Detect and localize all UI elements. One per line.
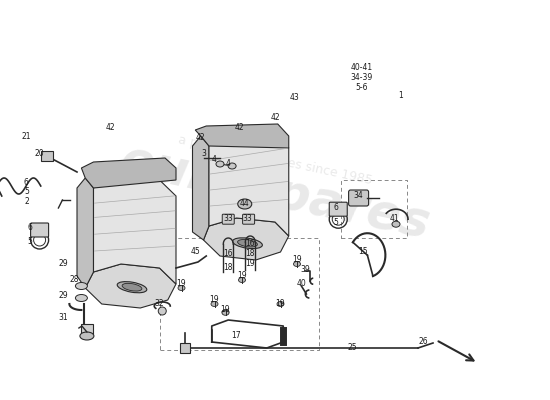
Polygon shape [85, 264, 176, 308]
Text: 42: 42 [270, 114, 280, 122]
Ellipse shape [216, 161, 224, 167]
Ellipse shape [233, 238, 262, 248]
Ellipse shape [238, 199, 252, 209]
Text: 19: 19 [276, 300, 285, 308]
Polygon shape [94, 176, 176, 284]
Ellipse shape [277, 302, 284, 306]
Text: 34-39: 34-39 [351, 74, 373, 82]
Ellipse shape [178, 286, 185, 290]
Text: 1: 1 [398, 92, 403, 100]
Text: 5: 5 [28, 238, 32, 246]
Text: 6: 6 [24, 178, 29, 186]
FancyBboxPatch shape [349, 190, 368, 206]
Text: 43: 43 [289, 94, 299, 102]
Text: 19: 19 [221, 306, 230, 314]
Text: 44: 44 [240, 200, 250, 208]
Ellipse shape [238, 240, 257, 247]
Text: 42: 42 [105, 124, 115, 132]
Polygon shape [204, 218, 289, 260]
Text: 29: 29 [58, 292, 68, 300]
FancyBboxPatch shape [180, 343, 190, 353]
Text: 29: 29 [58, 260, 68, 268]
Text: 3: 3 [201, 150, 206, 158]
Ellipse shape [228, 163, 236, 169]
FancyBboxPatch shape [41, 151, 53, 161]
Ellipse shape [222, 310, 229, 314]
Ellipse shape [80, 332, 94, 340]
Ellipse shape [392, 221, 400, 227]
Text: 31: 31 [58, 314, 68, 322]
Text: 45: 45 [190, 248, 200, 256]
Text: 33: 33 [223, 214, 233, 222]
Text: 4: 4 [212, 156, 217, 164]
Text: 34: 34 [354, 192, 364, 200]
Polygon shape [195, 124, 289, 148]
FancyBboxPatch shape [81, 324, 93, 334]
FancyBboxPatch shape [243, 214, 255, 224]
Polygon shape [192, 136, 209, 240]
Text: 6: 6 [28, 224, 32, 232]
Polygon shape [209, 128, 289, 236]
Text: eurospares: eurospares [116, 136, 435, 248]
Text: 16: 16 [245, 240, 255, 248]
Text: 19: 19 [210, 296, 219, 304]
Text: 40: 40 [296, 280, 306, 288]
Text: 32: 32 [155, 300, 164, 308]
FancyBboxPatch shape [222, 214, 234, 224]
FancyBboxPatch shape [31, 223, 48, 237]
Ellipse shape [211, 302, 218, 306]
Text: a passion for spares since 1985: a passion for spares since 1985 [177, 133, 373, 187]
Text: 19: 19 [237, 272, 247, 280]
Text: 28: 28 [69, 276, 79, 284]
Text: 5: 5 [333, 218, 338, 226]
Ellipse shape [117, 282, 147, 293]
Text: 42: 42 [234, 124, 244, 132]
Text: 15: 15 [358, 248, 368, 256]
Text: 40-41: 40-41 [351, 64, 373, 72]
Text: 4: 4 [226, 160, 230, 168]
Text: 25: 25 [347, 344, 357, 352]
Text: 16: 16 [223, 250, 233, 258]
Circle shape [158, 307, 166, 315]
Text: 26: 26 [419, 338, 428, 346]
Polygon shape [81, 158, 176, 188]
FancyBboxPatch shape [329, 202, 347, 216]
Text: 6: 6 [333, 204, 338, 212]
Text: 18: 18 [245, 250, 255, 258]
Text: 41: 41 [390, 214, 400, 222]
Ellipse shape [75, 294, 87, 302]
Text: 19: 19 [292, 256, 302, 264]
Text: 20: 20 [35, 150, 45, 158]
Text: 5-6: 5-6 [356, 84, 368, 92]
Text: 17: 17 [232, 332, 241, 340]
Text: 33: 33 [243, 214, 252, 222]
Ellipse shape [239, 278, 245, 282]
Text: 2: 2 [24, 198, 29, 206]
Ellipse shape [75, 282, 87, 290]
Text: 42: 42 [196, 134, 206, 142]
Text: 21: 21 [21, 132, 31, 140]
Text: 39: 39 [300, 266, 310, 274]
Ellipse shape [122, 283, 142, 291]
Text: 19: 19 [177, 280, 186, 288]
Ellipse shape [294, 262, 300, 266]
Text: 19: 19 [245, 260, 255, 268]
Text: 5: 5 [24, 188, 29, 196]
Ellipse shape [222, 310, 229, 315]
Text: 18: 18 [223, 264, 233, 272]
Polygon shape [77, 178, 94, 288]
